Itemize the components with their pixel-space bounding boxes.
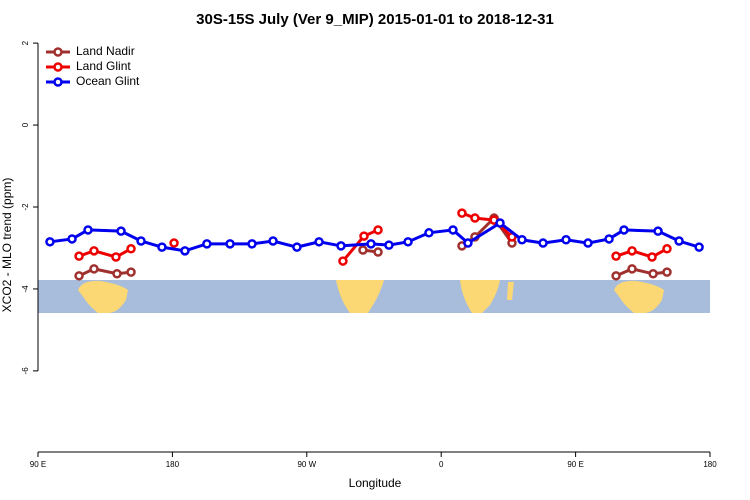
data-point <box>45 237 55 247</box>
legend-label: Land Glint <box>76 59 131 73</box>
data-point <box>247 239 257 249</box>
data-point <box>83 225 93 235</box>
legend-label: Ocean Glint <box>76 74 140 88</box>
legend-marker <box>53 62 63 72</box>
data-point <box>268 236 278 246</box>
y-tick-label: -6 <box>21 367 30 375</box>
data-point <box>136 236 146 246</box>
legend-label: Land Nadir <box>76 44 135 58</box>
data-point <box>403 237 413 247</box>
data-point <box>225 239 235 249</box>
data-point <box>424 228 434 238</box>
data-point <box>653 226 663 236</box>
y-tick-label: -4 <box>21 285 30 293</box>
data-point <box>366 239 376 249</box>
data-point <box>457 208 467 218</box>
x-tick-label: 90 W <box>297 460 316 469</box>
data-point <box>89 246 99 256</box>
data-point <box>604 234 614 244</box>
data-point <box>111 252 121 262</box>
data-point <box>627 246 637 256</box>
data-point <box>169 238 179 248</box>
data-point <box>202 239 212 249</box>
data-point <box>359 231 369 241</box>
data-point <box>694 242 704 252</box>
series-line <box>615 247 668 259</box>
data-point <box>292 242 302 252</box>
data-point <box>627 264 637 274</box>
data-point <box>517 235 527 245</box>
legend-marker <box>53 77 63 87</box>
x-axis-label: Longitude <box>349 476 402 490</box>
data-point <box>470 213 480 223</box>
data-point <box>448 225 458 235</box>
series-line <box>461 211 514 238</box>
data-point <box>126 267 136 277</box>
data-point <box>463 238 473 248</box>
series-line <box>78 267 132 278</box>
data-point <box>561 235 571 245</box>
data-point <box>89 264 99 274</box>
data-point <box>67 234 77 244</box>
x-tick-label: 90 E <box>567 460 583 469</box>
map-strip <box>38 280 710 313</box>
data-point <box>180 246 190 256</box>
data-point <box>674 236 684 246</box>
data-point <box>648 269 658 279</box>
data-point <box>74 251 84 261</box>
data-point <box>74 271 84 281</box>
x-tick-label: 180 <box>166 460 180 469</box>
data-point <box>373 247 383 257</box>
data-point <box>336 241 346 251</box>
series-line <box>78 247 132 259</box>
x-tick-label: 90 E <box>30 460 46 469</box>
x-tick-label: 180 <box>703 460 717 469</box>
data-point <box>611 251 621 261</box>
y-tick-label: -2 <box>21 203 30 211</box>
data-point <box>384 240 394 250</box>
legend-marker <box>53 47 63 57</box>
data-point <box>338 256 348 266</box>
series-line <box>615 267 668 278</box>
data-point <box>647 252 657 262</box>
data-point <box>583 238 593 248</box>
data-point <box>611 271 621 281</box>
data-point <box>538 238 548 248</box>
y-axis-label: XCO2 - MLO trend (ppm) <box>0 178 14 313</box>
data-point <box>619 225 629 235</box>
data-point <box>112 269 122 279</box>
data-point <box>662 267 672 277</box>
data-point <box>373 225 383 235</box>
data-point <box>126 244 136 254</box>
data-point <box>157 242 167 252</box>
data-point <box>314 237 324 247</box>
y-tick-label: 2 <box>21 40 30 45</box>
x-tick-label: 0 <box>439 460 444 469</box>
data-point <box>662 244 672 254</box>
data-point <box>358 245 368 255</box>
data-point <box>495 218 505 228</box>
y-tick-label: 0 <box>21 122 30 127</box>
chart-title: 30S-15S July (Ver 9_MIP) 2015-01-01 to 2… <box>196 11 554 28</box>
data-point <box>116 226 126 236</box>
